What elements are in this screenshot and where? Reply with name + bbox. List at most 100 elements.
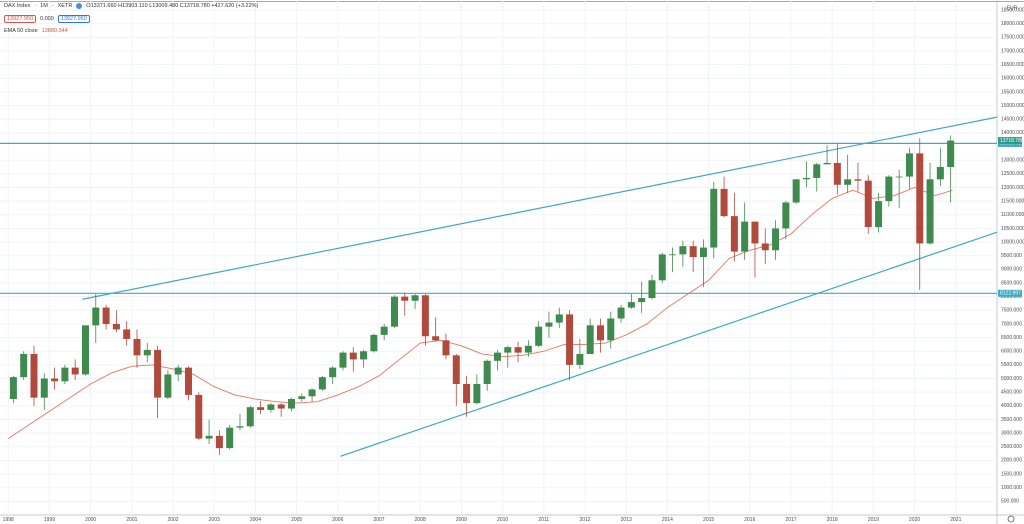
x-tick-label: 2021 [950, 517, 961, 523]
y-tick-label: 12000.000 [1001, 185, 1024, 191]
candle-body [854, 179, 862, 181]
legend-row: DAX Index · 1M · XETR O13371.660 H13903.11… [4, 3, 259, 9]
candle-body [71, 367, 79, 375]
y-tick-label: 10500.000 [1001, 226, 1024, 232]
candle-body [205, 435, 213, 439]
candle-body [864, 180, 872, 228]
y-tick-label: 17500.000 [1001, 35, 1024, 41]
candle-body [421, 295, 429, 337]
y-tick-label: 3500.000 [1001, 417, 1022, 423]
x-tick-label: 2001 [126, 517, 137, 523]
candle-body [298, 396, 306, 400]
candle-body [741, 221, 749, 252]
candle-body [895, 176, 903, 178]
x-tick-label: 2017 [785, 517, 796, 523]
x-tick-label: 2020 [909, 517, 920, 523]
y-tick-label: 14000.000 [1001, 130, 1024, 136]
candle-body [916, 153, 924, 244]
candle-body [885, 176, 893, 202]
candle-body [339, 352, 347, 368]
candle-body [257, 407, 265, 410]
x-tick-label: 1999 [44, 517, 55, 523]
candle-body [936, 167, 944, 180]
y-tick-label: 5500.000 [1001, 362, 1022, 368]
spread: 0.000 [40, 16, 54, 22]
x-tick-label: 2008 [415, 517, 426, 523]
x-tick-label: 2003 [209, 517, 220, 523]
y-tick-label: 5000.000 [1001, 376, 1022, 382]
candle-body [638, 298, 646, 303]
indicator-value: 13880.344 [41, 28, 68, 34]
x-tick-label: 2014 [662, 517, 673, 523]
candle-body [143, 349, 151, 356]
candle-body [720, 188, 728, 217]
y-tick-label: 11000.000 [1001, 212, 1024, 218]
candle-body [926, 179, 934, 244]
candle-body [545, 322, 553, 327]
x-tick-label: 2013 [621, 517, 632, 523]
candle-body [844, 179, 852, 185]
candle-body [772, 228, 780, 251]
x-tick-label: 2010 [497, 517, 508, 523]
candle-body [761, 243, 769, 251]
x-tick-label: 2005 [291, 517, 302, 523]
candle-body [432, 336, 440, 341]
candle-body [92, 307, 100, 326]
x-tick-label: 2016 [744, 517, 755, 523]
x-tick-label: 2007 [373, 517, 384, 523]
market-status [76, 3, 83, 9]
candle-body [648, 280, 656, 299]
candle-body [463, 383, 471, 404]
y-tick-label: 1500.000 [1001, 471, 1022, 477]
candle-body [184, 367, 192, 395]
y-tick-label: 8500.000 [1001, 280, 1022, 286]
candle-body [308, 389, 316, 397]
ohlc-legend: O13371.660 H13903.110 L13009.480 C13718.… [86, 3, 259, 9]
y-tick-label: 500.000 [1001, 499, 1019, 505]
ask-button[interactable]: 13927.950 [57, 15, 90, 23]
quote-row: 13927.950 0.000 13927.950 [4, 15, 90, 23]
candle-body [133, 338, 141, 356]
candle-body [658, 254, 666, 281]
candle-body [195, 394, 203, 439]
candle-body [627, 302, 635, 308]
candle-body [905, 153, 913, 177]
candle-body [607, 318, 615, 341]
candle-body [442, 340, 450, 356]
bid-button[interactable]: 13927.950 [4, 15, 36, 23]
candle-body [9, 377, 17, 400]
y-tick-label: 17000.000 [1001, 48, 1024, 54]
candle-body [751, 221, 759, 244]
candle-body [215, 435, 223, 449]
y-tick-label: 10000.000 [1001, 239, 1024, 245]
trend-line [82, 116, 998, 300]
candle-body [947, 140, 955, 168]
candle-body [380, 326, 388, 335]
settings-button[interactable] [1007, 515, 1015, 523]
candle-body [112, 323, 120, 330]
candle-body [154, 349, 162, 398]
candle-body [360, 351, 368, 360]
y-tick-label: 16500.000 [1001, 62, 1024, 68]
candle-body [401, 296, 409, 301]
candle-body [236, 426, 244, 428]
x-tick-label: 2009 [456, 517, 467, 523]
x-tick-label: 2012 [579, 517, 590, 523]
x-tick-label: 2000 [85, 517, 96, 523]
y-tick-label: 7000.000 [1001, 321, 1022, 327]
candle-body [535, 326, 543, 346]
candle-body [617, 307, 625, 319]
exchange: XETR [57, 3, 73, 9]
candle-body [596, 325, 604, 341]
last-price-tag [998, 137, 1022, 145]
candle-body [483, 360, 491, 384]
horizontal-line-label: 8122.997 [1000, 291, 1021, 297]
horizontal-line-tag [998, 289, 1022, 297]
ema-line [7, 187, 953, 439]
candle-body [576, 353, 584, 365]
candle-body [20, 353, 28, 378]
interval: 1M [40, 3, 48, 9]
y-tick-label: 4500.000 [1001, 390, 1022, 396]
